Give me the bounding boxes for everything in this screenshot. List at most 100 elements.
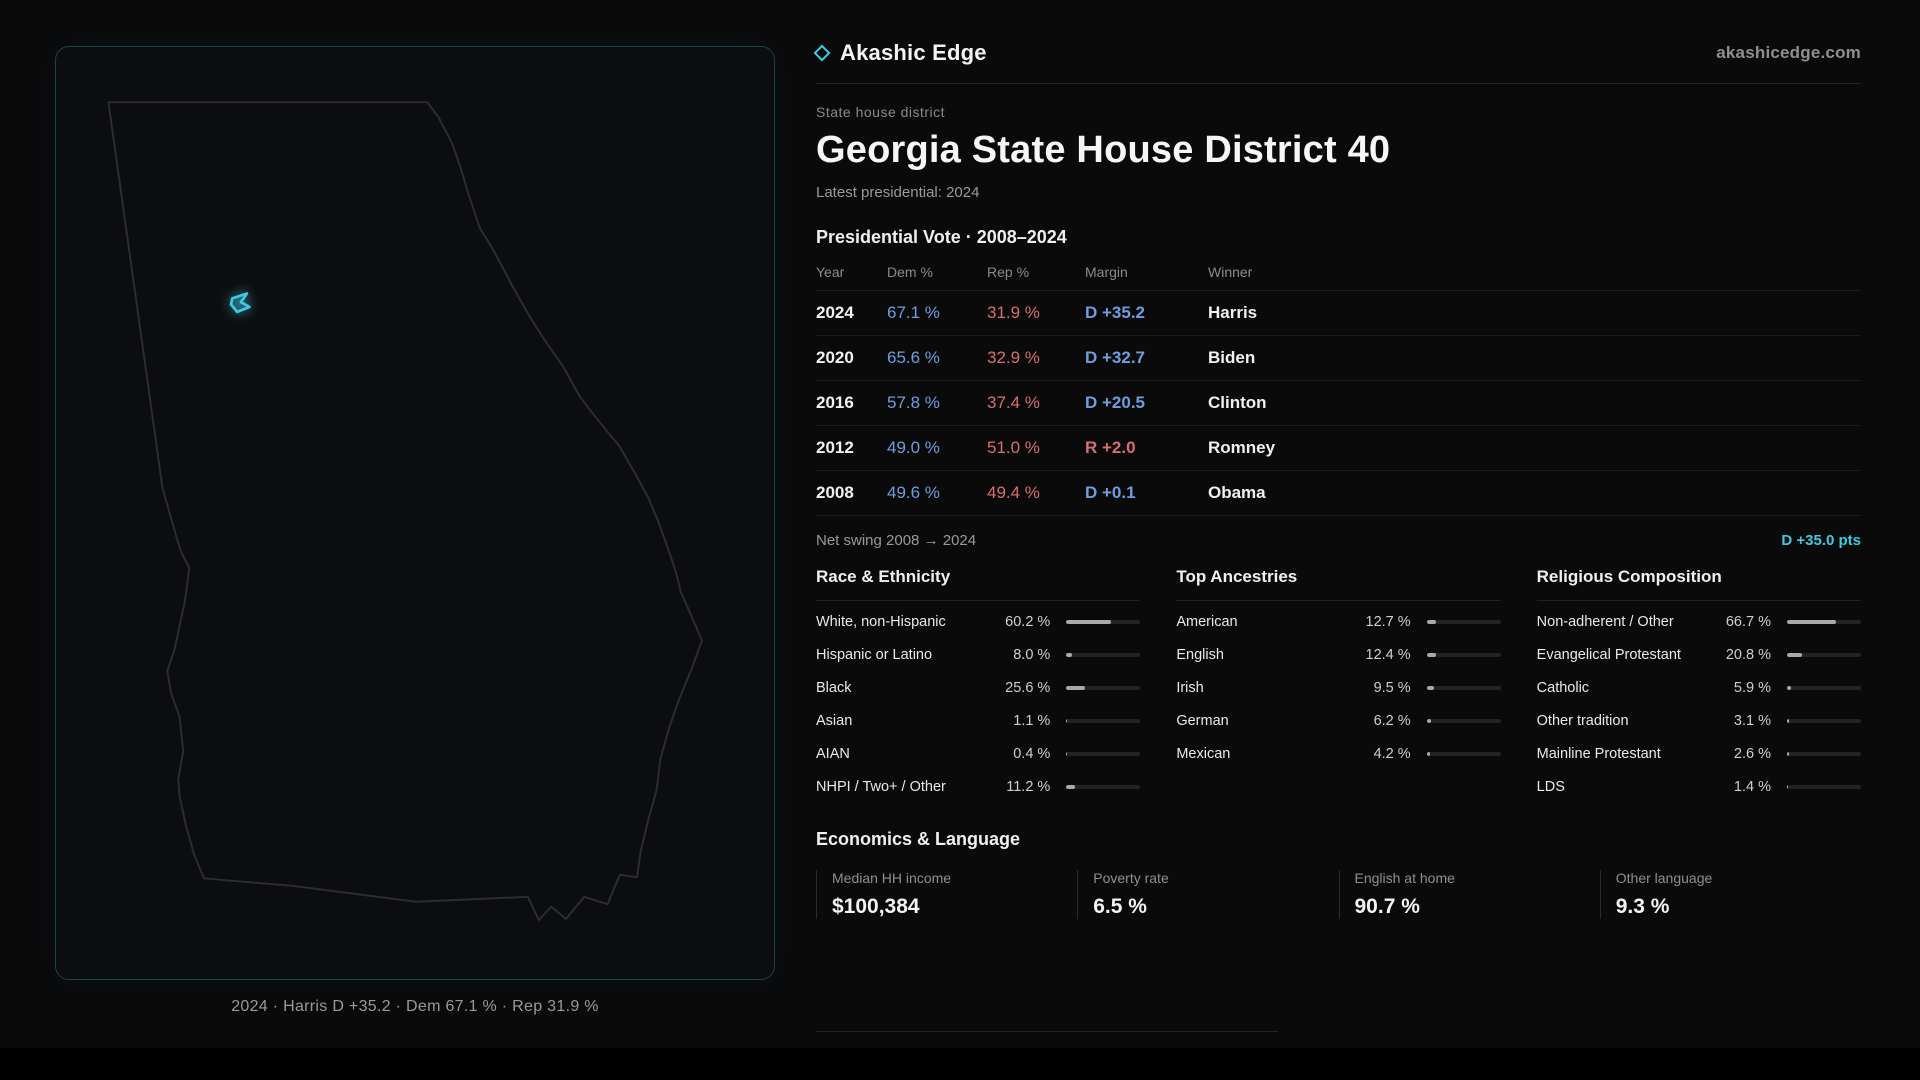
demo-bar bbox=[1787, 718, 1861, 723]
demo-bar-fill bbox=[1787, 718, 1790, 723]
stat-label: English at home bbox=[1354, 870, 1455, 886]
demo-label: Other tradition bbox=[1536, 712, 1629, 729]
demo-bar bbox=[1426, 685, 1501, 690]
demo-value: 20.8 % bbox=[1725, 646, 1771, 663]
col-margin: Margin bbox=[1085, 264, 1128, 280]
table-row: 2008 49.6 % 49.4 % D +0.1 Obama bbox=[816, 471, 1861, 516]
list-item: AIAN 0.4 % bbox=[816, 737, 1141, 770]
demo-bar-fill bbox=[1426, 751, 1430, 756]
demo-label: Hispanic or Latino bbox=[816, 646, 933, 663]
vote-year: 2016 bbox=[816, 393, 854, 412]
demo-rows: American 12.7 % English 12.4 % Irish 9.5 % Ger… bbox=[1176, 601, 1501, 770]
vote-rep-pct: 51.0 % bbox=[987, 438, 1040, 457]
report-content: Akashic Edge akashicedge.com State house… bbox=[813, 40, 1861, 1080]
stat-value: 6.5 % bbox=[1093, 895, 1147, 918]
net-swing-value: D +35.0 pts bbox=[1781, 532, 1861, 549]
demo-value: 1.4 % bbox=[1733, 778, 1771, 795]
demo-label: German bbox=[1176, 712, 1229, 729]
demo-section-title: Religious Composition bbox=[1536, 567, 1861, 601]
list-item: German 6.2 % bbox=[1176, 704, 1501, 737]
stat-value: 90.7 % bbox=[1354, 895, 1420, 918]
stat-label: Median HH income bbox=[832, 870, 952, 886]
map-column: 2024 · Harris D +35.2 · Dem 67.1 % · Rep… bbox=[55, 46, 775, 1016]
demo-bar-fill bbox=[1066, 652, 1073, 657]
list-item: Hispanic or Latino 8.0 % bbox=[816, 638, 1141, 671]
demo-bar bbox=[1787, 619, 1861, 624]
vote-margin: D +35.2 bbox=[1085, 303, 1146, 322]
demo-value: 1.1 % bbox=[1013, 712, 1051, 729]
demo-value: 11.2 % bbox=[1006, 778, 1051, 795]
demo-rows: White, non-Hispanic 60.2 % Hispanic or Lat… bbox=[816, 601, 1141, 803]
vote-winner: Romney bbox=[1208, 438, 1276, 457]
demo-section-title: Race & Ethnicity bbox=[816, 567, 1141, 601]
stat-value: $100,384 bbox=[832, 895, 920, 918]
stat-value: 9.3 % bbox=[1615, 895, 1670, 918]
georgia-outline bbox=[107, 101, 703, 922]
demo-bar bbox=[1426, 652, 1501, 657]
district-map-panel bbox=[55, 46, 775, 980]
demo-bar-fill bbox=[1066, 751, 1068, 756]
demo-value: 5.9 % bbox=[1733, 679, 1771, 696]
demo-bar bbox=[1787, 751, 1861, 756]
demo-label: NHPI / Two+ / Other bbox=[816, 778, 946, 795]
page-title: Georgia State House District 40 bbox=[816, 129, 1391, 171]
demo-label: Mainline Protestant bbox=[1536, 745, 1661, 762]
demo-bar-fill bbox=[1787, 652, 1803, 657]
list-item: Black 25.6 % bbox=[816, 671, 1141, 704]
stat-label: Other language bbox=[1615, 870, 1713, 886]
vote-rep-pct: 32.9 % bbox=[987, 348, 1040, 367]
list-item: LDS 1.4 % bbox=[1537, 770, 1861, 803]
demo-bar bbox=[1066, 718, 1141, 723]
georgia-state-map bbox=[107, 101, 703, 922]
demo-label: Asian bbox=[816, 712, 853, 729]
demo-value: 6.2 % bbox=[1373, 712, 1411, 729]
list-item: White, non-Hispanic 60.2 % bbox=[816, 605, 1141, 638]
demo-bar bbox=[1066, 784, 1141, 789]
list-item: Mainline Protestant 2.6 % bbox=[1537, 737, 1861, 770]
vote-dem-pct: 49.0 % bbox=[887, 438, 940, 457]
list-item: Catholic 5.9 % bbox=[1537, 671, 1861, 704]
economics-grid: Median HH income $100,384 Poverty rate 6.5 … bbox=[816, 870, 1861, 919]
demo-column: Religious Composition Non-adherent / Othe… bbox=[1536, 567, 1861, 803]
list-item: English 12.4 % bbox=[1176, 638, 1501, 671]
list-item: Other tradition 3.1 % bbox=[1537, 704, 1861, 737]
list-item: Mexican 4.2 % bbox=[1176, 737, 1501, 770]
demo-label: Irish bbox=[1176, 679, 1204, 696]
vote-table-body: 2024 67.1 % 31.9 % D +35.2 Harris 2020 65.6 % 3… bbox=[816, 291, 1861, 516]
stat-block: English at home 90.7 % bbox=[1338, 870, 1600, 919]
demo-bar bbox=[1066, 685, 1141, 690]
demo-section-title: Top Ancestries bbox=[1176, 567, 1501, 601]
demo-bar-fill bbox=[1787, 685, 1792, 690]
vote-winner: Clinton bbox=[1208, 393, 1267, 412]
vote-year: 2008 bbox=[816, 483, 854, 502]
vote-winner: Harris bbox=[1208, 303, 1258, 322]
district-highlight-marker bbox=[229, 292, 251, 314]
demo-bar-fill bbox=[1426, 652, 1436, 657]
demo-bar bbox=[1787, 784, 1861, 789]
col-year: Year bbox=[816, 264, 845, 280]
site-domain-link[interactable]: akashicedge.com bbox=[1716, 43, 1861, 62]
stat-block: Median HH income $100,384 bbox=[816, 870, 1077, 919]
demo-label: Mexican bbox=[1176, 745, 1231, 762]
demo-bar bbox=[1066, 751, 1141, 756]
demo-value: 12.7 % bbox=[1365, 613, 1411, 630]
vote-year: 2020 bbox=[816, 348, 854, 367]
vote-margin: R +2.0 bbox=[1085, 438, 1136, 457]
col-winner: Winner bbox=[1208, 264, 1253, 280]
net-swing-row: Net swing 2008 → 2024 D +35.0 pts bbox=[816, 516, 1861, 553]
table-row: 2020 65.6 % 32.9 % D +32.7 Biden bbox=[816, 336, 1861, 381]
demo-label: AIAN bbox=[816, 745, 850, 762]
demo-value: 9.5 % bbox=[1373, 679, 1411, 696]
list-item: Evangelical Protestant 20.8 % bbox=[1537, 638, 1861, 671]
demo-label: Catholic bbox=[1536, 679, 1590, 696]
demo-bar-fill bbox=[1066, 718, 1068, 723]
demo-bar bbox=[1066, 652, 1141, 657]
list-item: Irish 9.5 % bbox=[1176, 671, 1501, 704]
vote-margin: D +0.1 bbox=[1085, 483, 1136, 502]
vote-margin: D +20.5 bbox=[1085, 393, 1146, 412]
demo-bar-fill bbox=[1426, 619, 1437, 624]
demo-value: 0.4 % bbox=[1013, 745, 1051, 762]
economics-title: Economics & Language bbox=[816, 829, 1021, 849]
stat-block: Other language 9.3 % bbox=[1599, 870, 1861, 919]
list-item: NHPI / Two+ / Other 11.2 % bbox=[816, 770, 1141, 803]
